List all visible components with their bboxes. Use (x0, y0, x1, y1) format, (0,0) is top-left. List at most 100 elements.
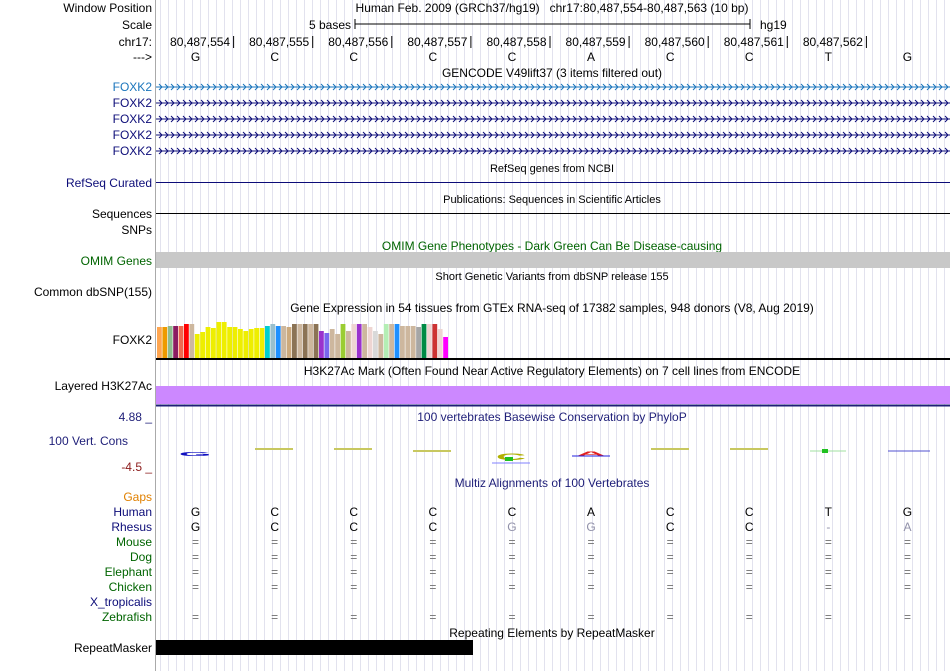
gtex-tissue-bar[interactable] (297, 324, 303, 358)
gtex-tissue-bar[interactable] (313, 324, 319, 358)
gtex-tissue-bar[interactable] (205, 327, 211, 358)
gtex-tissue-bar[interactable] (356, 324, 362, 358)
gencode-item-label[interactable]: FOXK2 (113, 80, 153, 94)
gtex-tissue-bar[interactable] (238, 329, 243, 358)
multiz-base: - (826, 520, 830, 534)
strand-arrow (872, 147, 877, 155)
gtex-tissue-bar[interactable] (324, 333, 330, 358)
gtex-tissue-bar[interactable] (173, 326, 178, 358)
refseq-track-label[interactable]: RefSeq Curated (66, 176, 152, 190)
repeatmasker-element[interactable] (156, 640, 473, 655)
multiz-species-label[interactable]: Zebrafish (102, 610, 152, 624)
gencode-item-label[interactable]: FOXK2 (113, 128, 153, 142)
multiz-species-label[interactable]: Human (113, 505, 152, 519)
gtex-tissue-bar[interactable] (200, 332, 205, 358)
strand-arrow (518, 147, 523, 155)
phylop-logos[interactable]: G C A (179, 448, 930, 464)
phylop-track-title[interactable]: 100 vertebrates Basewise Conservation by… (417, 410, 686, 424)
gtex-tissue-bar[interactable] (308, 324, 313, 358)
gtex-tissue-bar[interactable] (184, 324, 189, 358)
omim-track-label[interactable]: OMIM Genes (81, 254, 152, 268)
gtex-tissue-bar[interactable] (346, 331, 351, 358)
gtex-tissue-bar[interactable] (227, 327, 232, 358)
gtex-tissue-bar[interactable] (189, 324, 195, 358)
dbsnp-track-label[interactable]: Common dbSNP(155) (34, 285, 152, 299)
multiz-species-label[interactable]: Dog (130, 550, 152, 564)
multiz-track-title[interactable]: Multiz Alignments of 100 Vertebrates (455, 476, 650, 490)
multiz-species-label[interactable]: X_tropicalis (90, 595, 152, 609)
multiz-species-label[interactable]: Rhesus (111, 520, 152, 534)
multiz-species-label[interactable]: Elephant (105, 565, 153, 579)
gtex-tissue-bar[interactable] (340, 324, 346, 358)
repeatmasker-track-title[interactable]: Repeating Elements by RepeatMasker (449, 626, 654, 640)
gtex-tissue-bar[interactable] (211, 328, 216, 358)
gtex-tissue-bar[interactable] (405, 326, 411, 358)
gtex-tissue-bar[interactable] (389, 324, 394, 358)
gtex-tissue-bar[interactable] (432, 324, 438, 358)
gtex-tissue-bar[interactable] (254, 328, 259, 358)
gtex-tissue-bar[interactable] (216, 322, 222, 358)
gtex-tissue-bar[interactable] (383, 324, 389, 358)
gtex-tissue-bar[interactable] (335, 334, 340, 358)
gtex-tissue-bar[interactable] (367, 327, 373, 358)
publications-track-label[interactable]: Sequences (92, 207, 152, 221)
gtex-tissue-bar[interactable] (443, 337, 448, 358)
h3k27ac-track-label[interactable]: Layered H3K27Ac (55, 379, 152, 393)
gtex-tissue-bar[interactable] (221, 322, 227, 358)
gtex-tissue-bar[interactable] (157, 327, 162, 358)
multiz-gaps-label[interactable]: Gaps (123, 490, 152, 504)
gencode-item-label[interactable]: FOXK2 (113, 112, 153, 126)
gtex-tissue-bar[interactable] (437, 329, 443, 358)
gencode-track-title[interactable]: GENCODE V49lift37 (3 items filtered out) (442, 66, 662, 80)
gtex-tissue-bar[interactable] (319, 331, 324, 358)
gtex-tissue-bar[interactable] (427, 324, 432, 358)
dbsnp-track-title[interactable]: Short Genetic Variants from dbSNP releas… (435, 271, 668, 283)
gtex-tissue-bar[interactable] (373, 331, 378, 358)
snps-label[interactable]: SNPs (121, 223, 152, 237)
phylop-track-label[interactable]: 100 Vert. Cons (49, 434, 128, 448)
gtex-tissue-bar[interactable] (243, 331, 249, 358)
gtex-tissue-bar[interactable] (394, 324, 400, 358)
gtex-tissue-bar[interactable] (259, 328, 265, 358)
omim-track-title[interactable]: OMIM Gene Phenotypes - Dark Green Can Be… (382, 239, 722, 253)
gtex-tissue-bar[interactable] (162, 327, 168, 358)
repeatmasker-track-label[interactable]: RepeatMasker (74, 641, 152, 655)
gtex-tissue-bar[interactable] (302, 324, 308, 358)
gtex-tissue-bar[interactable] (378, 334, 384, 358)
gtex-track-title[interactable]: Gene Expression in 54 tissues from GTEx … (290, 301, 814, 315)
omim-feature-bar[interactable] (156, 252, 950, 268)
gtex-tissue-bar[interactable] (232, 327, 238, 358)
gencode-item-label[interactable]: FOXK2 (113, 144, 153, 158)
gencode-track[interactable]: FOXK2 FOXK2 FOXK2 FOXK2 FOXK2 (113, 80, 950, 158)
gtex-tissue-bar[interactable] (400, 326, 405, 358)
refseq-track-title[interactable]: RefSeq genes from NCBI (490, 163, 614, 175)
gtex-tissue-bar[interactable] (275, 326, 281, 358)
multiz-species-label[interactable]: Mouse (116, 535, 152, 549)
gtex-tissue-bar[interactable] (362, 324, 367, 358)
multiz-species-label[interactable]: Chicken (109, 580, 152, 594)
gtex-tissue-bar[interactable] (416, 327, 421, 358)
gtex-tissue-bar[interactable] (329, 329, 335, 358)
gtex-tissue-bar[interactable] (265, 326, 270, 358)
h3k27ac-track-title[interactable]: H3K27Ac Mark (Often Found Near Active Re… (304, 364, 800, 378)
gencode-item-label[interactable]: FOXK2 (113, 96, 153, 110)
gtex-tissue-bar[interactable] (178, 326, 184, 358)
gtex-track-label[interactable]: FOXK2 (113, 333, 153, 347)
gtex-tissue-bar[interactable] (281, 326, 286, 358)
gtex-tissue-bar[interactable] (194, 334, 200, 358)
gtex-tissue-bar[interactable] (248, 329, 254, 358)
publications-track-title[interactable]: Publications: Sequences in Scientific Ar… (443, 194, 661, 206)
gtex-tissue-bar[interactable] (286, 327, 292, 358)
gtex-tissue-bar[interactable] (351, 324, 357, 358)
gtex-tissue-bar[interactable] (292, 324, 297, 358)
base-position-ruler[interactable]: Window Position Human Feb. 2009 (GRCh37/… (63, 1, 912, 64)
gtex-expression-bars[interactable] (157, 322, 448, 358)
gtex-tissue-bar[interactable] (410, 326, 416, 358)
gtex-tissue-bar[interactable] (270, 324, 276, 358)
h3k27ac-signal[interactable] (156, 386, 950, 404)
strand-arrow (176, 83, 181, 91)
gtex-tissue-bar[interactable] (421, 324, 427, 358)
gtex-tissue-bar[interactable] (167, 326, 173, 358)
